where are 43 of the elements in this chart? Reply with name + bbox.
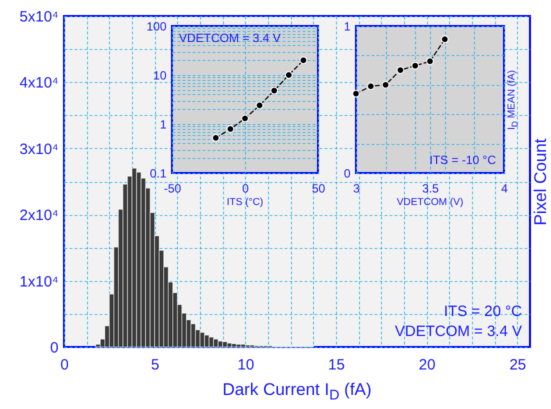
x-axis-title: ITS (°C) <box>226 197 264 208</box>
point <box>396 66 404 74</box>
x-tick-label: 0 <box>60 356 69 374</box>
annotation: ITS = -10 °C <box>430 152 496 168</box>
y-tick-label: 3x10⁴ <box>20 140 58 158</box>
y-tick-label: 0 <box>50 340 58 356</box>
x-tick-label: 5 <box>150 356 160 374</box>
x-tick-label: 50 <box>312 182 326 196</box>
y-tick-label: 0.1 <box>150 166 167 180</box>
x-tick-label: 3.5 <box>422 182 440 196</box>
point <box>212 134 220 142</box>
point <box>426 57 434 66</box>
point <box>440 35 449 44</box>
y-tick-label: 1 <box>344 20 351 34</box>
x-tick-label: 10 <box>237 356 254 374</box>
x-axis-title: VDETCOM (V) <box>396 197 464 208</box>
y-tick-label: 4x10⁴ <box>20 74 58 92</box>
y-tick-label: 5x10⁴ <box>20 8 58 26</box>
y-axis-title: Pixel Count <box>531 138 551 225</box>
y-tick-label: 2x10⁴ <box>20 207 58 224</box>
point <box>256 102 264 110</box>
x-tick-label: -50 <box>164 182 182 196</box>
point <box>300 56 308 64</box>
point <box>352 90 360 98</box>
point <box>241 114 249 122</box>
y-tick-label: 1 <box>160 118 167 132</box>
x-tick-label: 3 <box>353 182 360 196</box>
point <box>411 62 420 70</box>
x-tick-label: 4 <box>501 182 508 196</box>
annotation: VDETCOM = 3.4 V <box>394 322 522 342</box>
point <box>366 82 375 90</box>
x-tick-label: 0 <box>242 182 250 196</box>
point <box>382 80 390 89</box>
x-tick-label: 25 <box>509 356 526 374</box>
y-tick-label: 10 <box>153 68 167 82</box>
x-tick-label: 15 <box>328 356 345 374</box>
y-tick-label: 1x10⁴ <box>20 273 58 290</box>
point <box>226 125 234 133</box>
x-tick-label: 20 <box>418 356 436 374</box>
y-tick-label: 100 <box>146 20 167 34</box>
point <box>270 86 278 94</box>
point <box>284 71 293 79</box>
x-axis-title: Dark Current I$_{D}$ (fA) <box>222 380 372 404</box>
